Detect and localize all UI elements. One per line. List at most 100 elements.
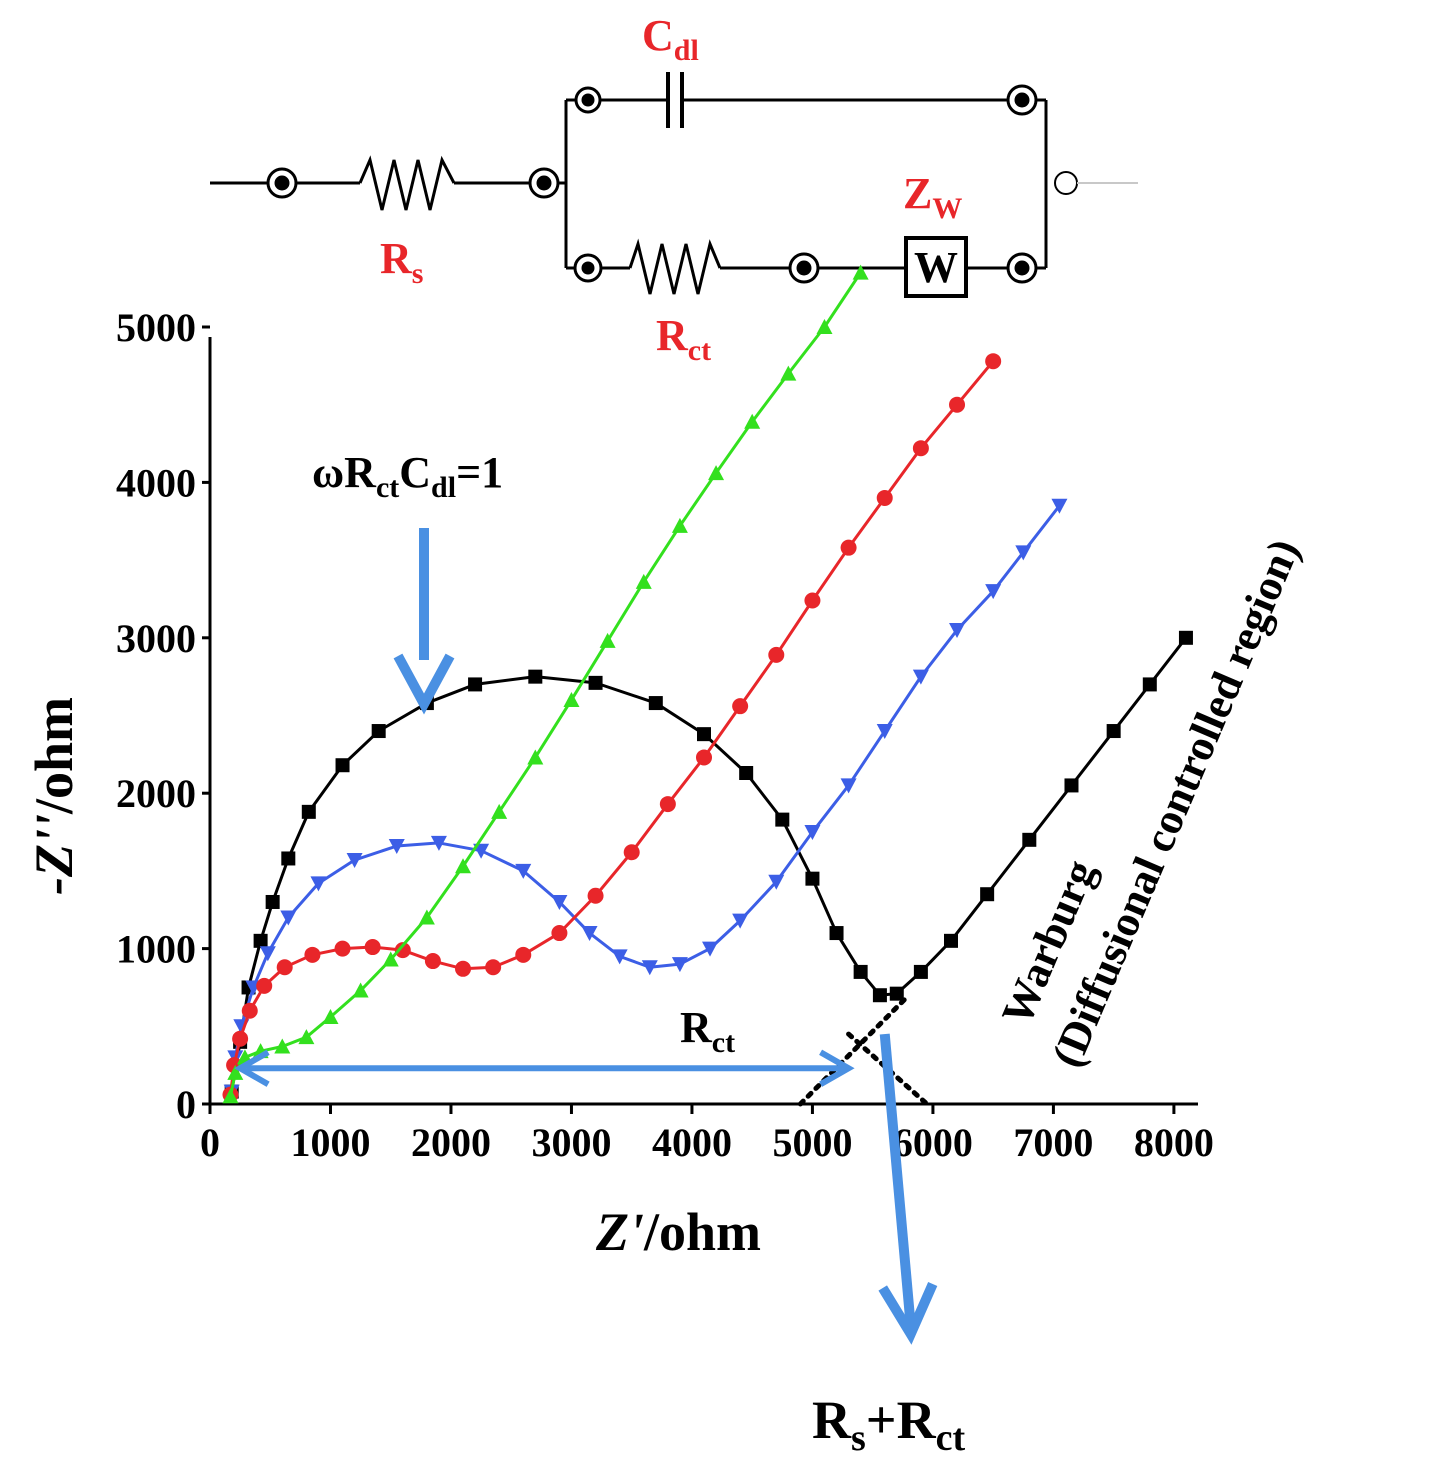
rct-arrow-head-left	[234, 1049, 270, 1087]
data-point	[253, 933, 268, 948]
omega-annotation: ωRctCdl=1	[312, 448, 503, 504]
data-point	[804, 825, 821, 841]
rct-span-label: Rct	[680, 1003, 735, 1059]
tangent-line	[846, 1031, 930, 1107]
y-tick-label: 2000	[116, 771, 196, 816]
circuit-output-node	[1054, 171, 1078, 195]
x-tick-label: 7000	[1013, 1120, 1093, 1165]
data-point	[659, 796, 676, 813]
rct-circuit-label: Rct	[656, 311, 711, 367]
data-point	[912, 440, 929, 457]
data-point	[889, 986, 904, 1001]
data-point	[276, 959, 293, 976]
warburg-region-label: (Diffusional controlled region)	[1042, 532, 1309, 1074]
y-axis-title: -Z''/ohm	[24, 697, 84, 895]
data-point	[310, 876, 327, 892]
data-point	[739, 765, 754, 780]
data-point	[944, 933, 958, 948]
data-point	[635, 573, 652, 589]
data-point	[876, 724, 893, 740]
data-point	[744, 413, 761, 429]
data-point	[527, 749, 544, 765]
series-blue	[223, 498, 1068, 1100]
data-point	[551, 925, 568, 942]
data-point	[388, 839, 405, 855]
x-tick-label: 2000	[411, 1120, 491, 1165]
data-point	[280, 910, 297, 926]
data-point	[455, 960, 472, 977]
data-point	[623, 844, 640, 861]
data-point	[382, 951, 399, 967]
data-point	[515, 863, 532, 879]
data-point	[671, 957, 688, 973]
data-point	[599, 632, 616, 648]
rs-rct-arrow-head	[878, 1281, 938, 1345]
data-point	[301, 804, 316, 819]
data-point	[298, 1029, 315, 1045]
data-point	[840, 539, 857, 556]
data-point	[1015, 545, 1032, 561]
x-tick-label: 1000	[290, 1120, 370, 1165]
data-point	[364, 939, 381, 956]
rs-label: Rs	[380, 234, 423, 290]
circuit-node-dot	[274, 175, 290, 191]
data-point	[611, 949, 628, 965]
data-point	[768, 646, 785, 663]
data-point	[551, 894, 568, 910]
data-point	[732, 698, 749, 715]
series-black-line	[230, 636, 1188, 1092]
data-point	[515, 946, 532, 963]
data-point	[1178, 630, 1193, 645]
data-point	[334, 940, 351, 957]
data-point	[485, 959, 502, 976]
data-point	[256, 977, 273, 994]
data-point	[265, 894, 280, 909]
data-point	[775, 812, 790, 827]
data-point	[1142, 677, 1157, 692]
data-point	[335, 758, 350, 773]
data-point	[949, 396, 966, 413]
data-point	[424, 953, 441, 970]
data-point	[371, 724, 386, 739]
data-point	[418, 909, 435, 925]
rct-span-arrow	[234, 1049, 855, 1087]
data-point	[949, 623, 966, 639]
y-tick-label: 5000	[116, 305, 196, 350]
tangent-lines	[797, 992, 930, 1107]
rs-plus-rct-label: Rs+Rct	[812, 1390, 965, 1459]
x-axis-title: Z'/ohm	[595, 1202, 761, 1262]
data-point	[852, 264, 869, 280]
data-point	[708, 465, 725, 481]
data-point	[732, 913, 749, 929]
data-point	[232, 1030, 249, 1047]
data-point	[912, 669, 929, 685]
data-point	[281, 851, 296, 866]
data-point	[352, 982, 369, 998]
data-point	[980, 887, 995, 902]
data-point	[648, 696, 663, 711]
warburg-box-label: W	[914, 243, 958, 292]
data-point	[322, 1008, 339, 1024]
data-point	[259, 946, 276, 962]
data-point	[768, 874, 785, 890]
rct-arrow-head-right	[819, 1049, 855, 1087]
cdl-label: Cdl	[642, 11, 699, 67]
data-point	[702, 941, 719, 957]
data-point	[876, 489, 893, 506]
data-point	[241, 1002, 258, 1019]
x-tick-label: 8000	[1134, 1120, 1214, 1165]
equivalent-circuit	[210, 72, 1138, 298]
x-tick-label: 3000	[531, 1120, 611, 1165]
data-point	[913, 964, 928, 979]
series-green-line	[229, 271, 862, 1097]
rct-resistor	[628, 238, 722, 295]
x-tick-label: 0	[200, 1120, 220, 1165]
data-point	[816, 319, 833, 334]
series-green	[222, 264, 869, 1104]
data-point	[581, 926, 598, 942]
data-point	[563, 691, 580, 707]
data-point	[1051, 498, 1068, 514]
data-point	[985, 353, 1002, 370]
